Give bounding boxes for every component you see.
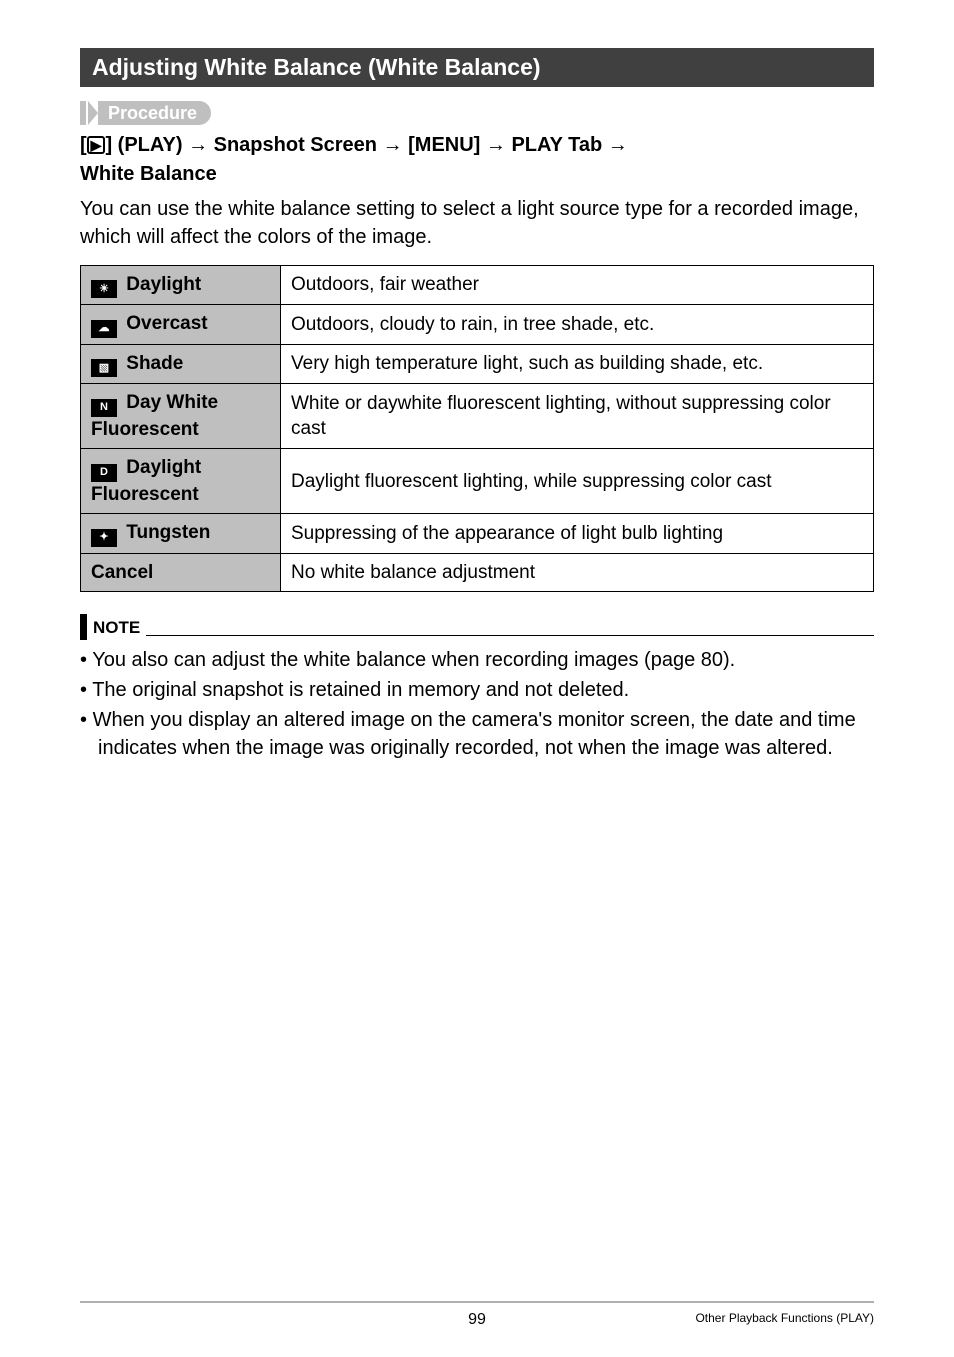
note-rule [146, 626, 874, 636]
wb-option-desc: Very high temperature light, such as bui… [281, 344, 874, 383]
wb-option-desc: Outdoors, cloudy to rain, in tree shade,… [281, 305, 874, 344]
wb-option-text: Overcast [121, 313, 208, 334]
wb-mode-icon: ☁ [91, 320, 117, 338]
note-bar-icon [80, 614, 87, 640]
table-row: Cancel No white balance adjustment [81, 553, 874, 592]
procedure-chevron-icon [88, 101, 98, 125]
wb-option-label: D DaylightFluorescent [81, 449, 281, 514]
wb-option-label: ▧ Shade [81, 344, 281, 383]
wb-option-label: ☀ Daylight [81, 266, 281, 305]
note-item: The original snapshot is retained in mem… [80, 676, 874, 704]
wb-option-desc: Outdoors, fair weather [281, 266, 874, 305]
note-label: NOTE [93, 618, 140, 640]
table-row: ☀ DaylightOutdoors, fair weather [81, 266, 874, 305]
arrow-icon: → [188, 134, 208, 156]
wb-option-label: ☁ Overcast [81, 305, 281, 344]
wb-option-label: N Day WhiteFluorescent [81, 384, 281, 449]
table-row: ☁ OvercastOutdoors, cloudy to rain, in t… [81, 305, 874, 344]
bc-play: ] (PLAY) [105, 134, 188, 156]
arrow-icon: → [383, 134, 403, 156]
wb-option-text: Daylight [121, 274, 201, 295]
wb-option-text: Cancel [91, 562, 153, 583]
play-icon: ▶ [87, 136, 106, 154]
note-header: NOTE [80, 614, 874, 640]
wb-option-label: ✦ Tungsten [81, 514, 281, 553]
arrow-icon: → [608, 134, 628, 156]
breadcrumb: [▶] (PLAY) → Snapshot Screen → [MENU] → … [80, 131, 874, 189]
wb-option-desc: Suppressing of the appearance of light b… [281, 514, 874, 553]
wb-option-desc: No white balance adjustment [281, 553, 874, 592]
bc-playtab: PLAY Tab [506, 134, 608, 156]
wb-option-label: Cancel [81, 553, 281, 592]
note-item: You also can adjust the white balance wh… [80, 646, 874, 674]
wb-mode-icon: ☀ [91, 280, 117, 298]
page-number: 99 [468, 1311, 486, 1329]
note-item: When you display an altered image on the… [80, 706, 874, 762]
table-row: ✦ TungstenSuppressing of the appearance … [81, 514, 874, 553]
wb-option-desc: White or daywhite fluorescent lighting, … [281, 384, 874, 449]
table-row: ▧ ShadeVery high temperature light, such… [81, 344, 874, 383]
wb-mode-icon: D [91, 464, 117, 482]
intro-text: You can use the white balance setting to… [80, 195, 874, 251]
wb-mode-icon: ▧ [91, 359, 117, 377]
bracket-open: [ [80, 134, 87, 156]
bc-snapshot: Snapshot Screen [208, 134, 383, 156]
procedure-label: Procedure [98, 101, 211, 125]
procedure-bar-icon [80, 101, 86, 125]
note-list: You also can adjust the white balance wh… [80, 646, 874, 762]
table-row: D DaylightFluorescentDaylight fluorescen… [81, 449, 874, 514]
section-header: Adjusting White Balance (White Balance) [80, 48, 874, 87]
wb-option-text: Tungsten [121, 522, 210, 543]
white-balance-table: ☀ DaylightOutdoors, fair weather☁ Overca… [80, 265, 874, 592]
page-footer: 99 Other Playback Functions (PLAY) [80, 1301, 874, 1325]
wb-option-desc: Daylight fluorescent lighting, while sup… [281, 449, 874, 514]
procedure-marker: Procedure [80, 101, 874, 125]
wb-mode-icon: N [91, 399, 117, 417]
arrow-icon: → [486, 134, 506, 156]
footer-right: Other Playback Functions (PLAY) [695, 1311, 874, 1325]
table-row: N Day WhiteFluorescentWhite or daywhite … [81, 384, 874, 449]
bc-menu: [MENU] [403, 134, 486, 156]
bc-last-line: White Balance [80, 163, 217, 185]
wb-mode-icon: ✦ [91, 529, 117, 547]
note-block: NOTE You also can adjust the white balan… [80, 614, 874, 762]
wb-option-text: Shade [121, 353, 183, 374]
